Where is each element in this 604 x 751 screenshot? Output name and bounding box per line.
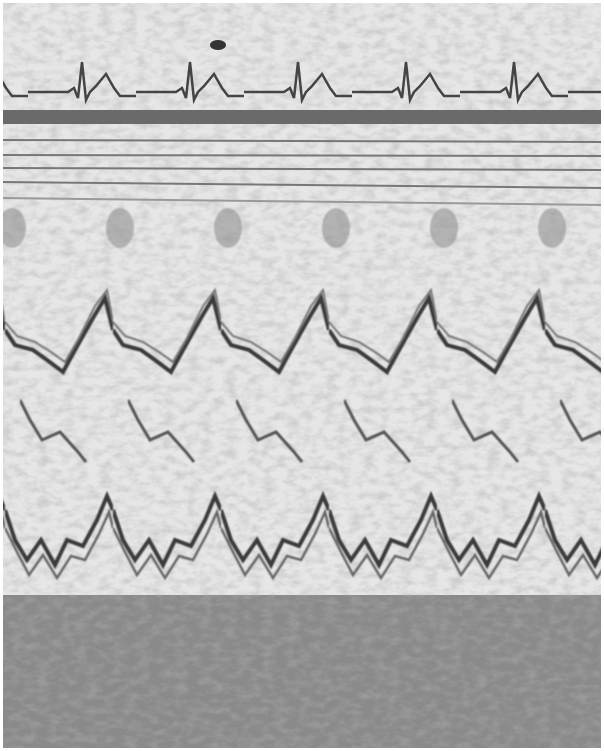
lower-speckle bbox=[0, 595, 604, 751]
page: {} bbox=[0, 0, 604, 751]
m-mode-image bbox=[0, 0, 604, 751]
